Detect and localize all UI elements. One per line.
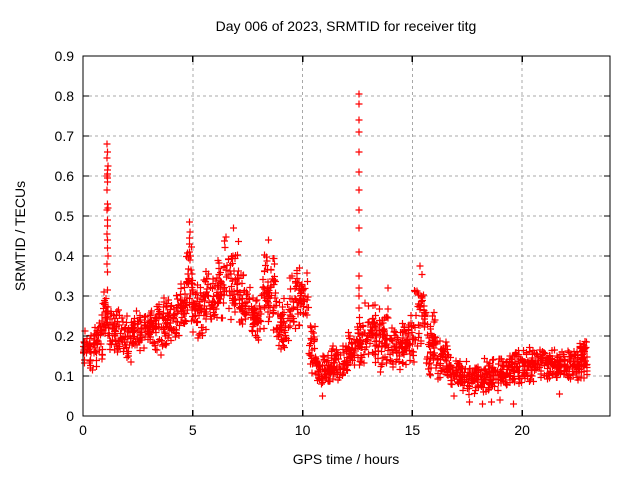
y-tick-labels: 0 0.1 0.2 0.3 0.4 0.5 0.6 0.7 0.8 0.9 bbox=[55, 48, 75, 424]
scatter-points bbox=[80, 90, 591, 408]
y-tick-label: 0 bbox=[66, 408, 74, 424]
y-tick-label: 0.5 bbox=[55, 208, 75, 224]
y-tick-label: 0.7 bbox=[55, 128, 75, 144]
x-tick-label: 5 bbox=[189, 422, 197, 438]
plot-border bbox=[82, 55, 611, 417]
y-tick-label: 0.1 bbox=[55, 368, 75, 384]
data-point-markers bbox=[80, 90, 591, 408]
y-tick-label: 0.3 bbox=[55, 288, 75, 304]
y-tick-label: 0.2 bbox=[55, 328, 75, 344]
y-tick-label: 0.9 bbox=[55, 48, 75, 64]
x-tick-label: 0 bbox=[79, 422, 87, 438]
x-axis-label: GPS time / hours bbox=[293, 451, 400, 467]
y-axis-label: SRMTID / TECUs bbox=[12, 181, 28, 291]
x-tick-label: 15 bbox=[405, 422, 421, 438]
x-tick-label: 20 bbox=[514, 422, 530, 438]
y-tick-label: 0.6 bbox=[55, 168, 75, 184]
x-tick-labels: 0 5 10 15 20 bbox=[79, 422, 530, 438]
chart-title: Day 006 of 2023, SRMTID for receiver tit… bbox=[216, 18, 477, 34]
x-tick-label: 10 bbox=[295, 422, 311, 438]
y-tick-label: 0.8 bbox=[55, 88, 75, 104]
y-tick-label: 0.4 bbox=[55, 248, 75, 264]
